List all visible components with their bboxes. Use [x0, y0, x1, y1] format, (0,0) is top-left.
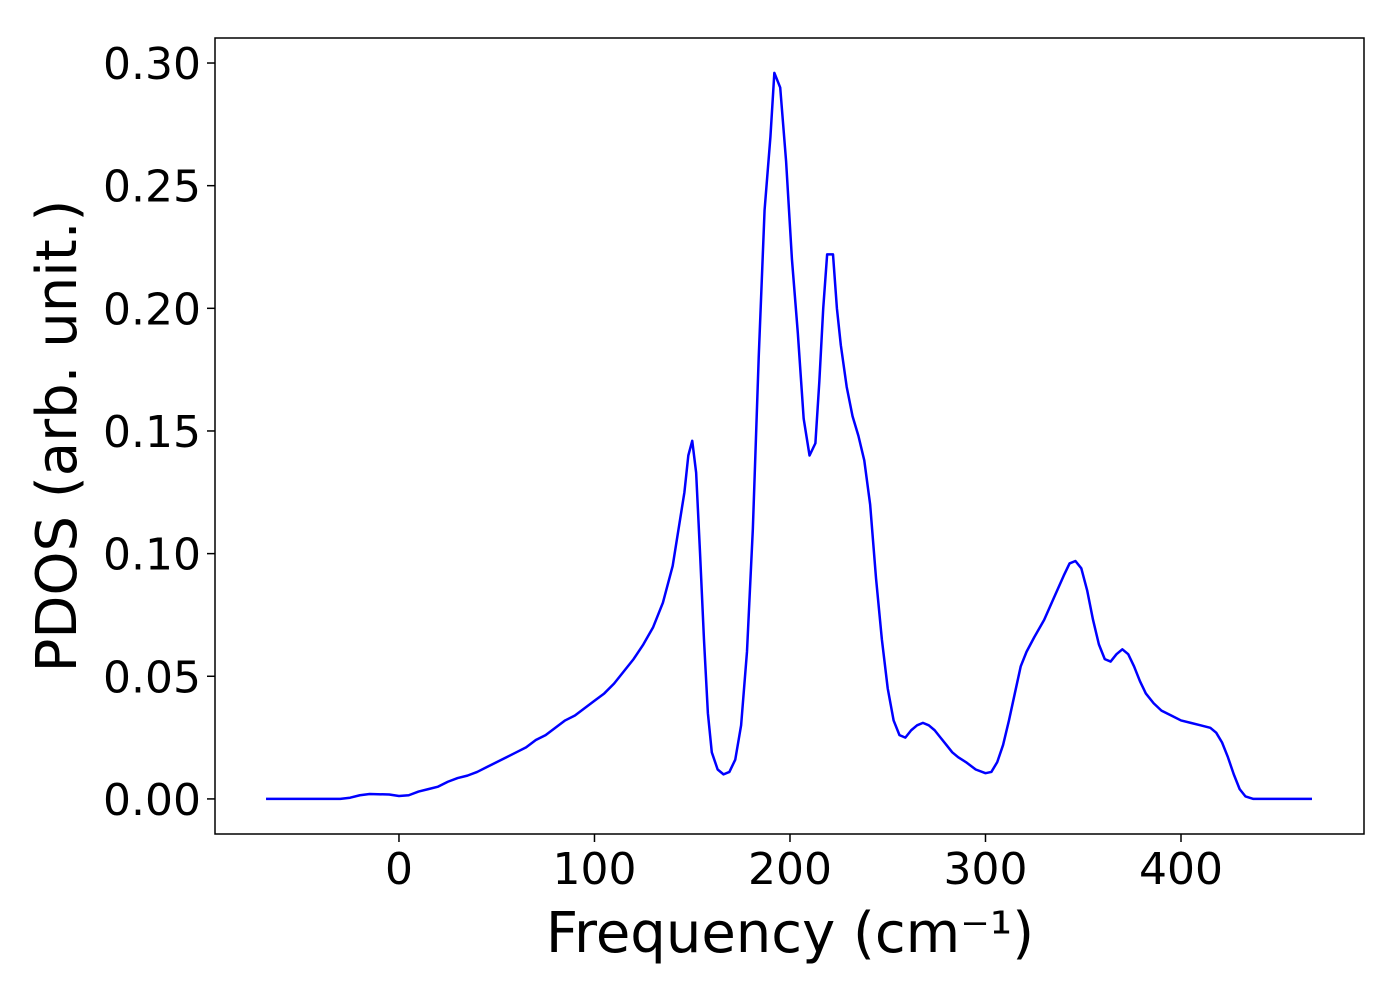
y-tick-label: 0.00 [103, 775, 201, 826]
y-tick-label: 0.15 [103, 407, 201, 458]
y-tick-label: 0.10 [103, 530, 201, 581]
y-tick-label: 0.30 [103, 39, 201, 90]
plot-frame [214, 37, 1365, 835]
x-axis-label: Frequency (cm⁻¹) [546, 901, 1034, 966]
data-line [266, 71, 1312, 801]
x-tick-label: 100 [552, 844, 636, 895]
x-tick-label: 0 [385, 844, 413, 895]
x-tick-label: 400 [1139, 844, 1223, 895]
x-tick-label: 300 [944, 844, 1028, 895]
y-tick-label: 0.05 [103, 652, 201, 703]
y-tick-label: 0.25 [103, 162, 201, 213]
x-tick-label: 200 [748, 844, 832, 895]
y-tick-label: 0.20 [103, 284, 201, 335]
y-axis-label: PDOS (arb. unit.) [25, 200, 90, 673]
